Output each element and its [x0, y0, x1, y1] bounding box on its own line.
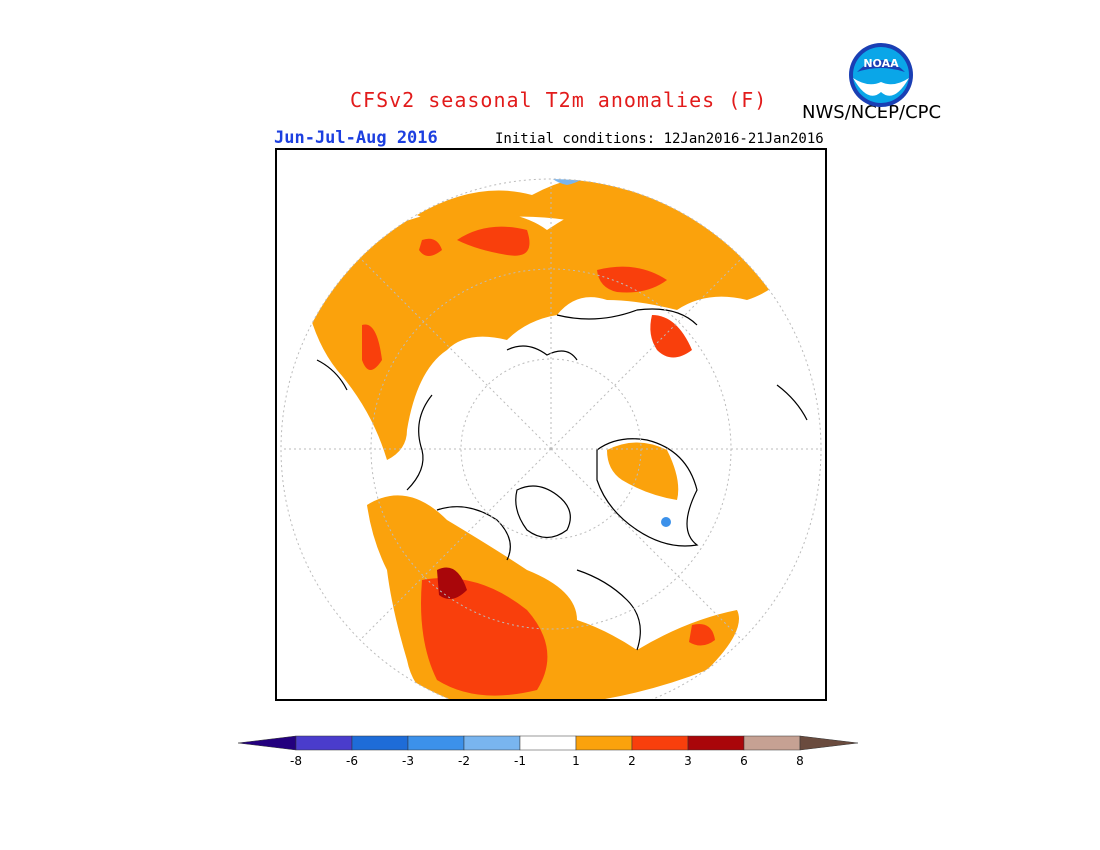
warm-patch-na-2: [437, 567, 467, 599]
legend-tick-label: -1: [514, 754, 526, 768]
legend-swatch: [631, 735, 689, 751]
anomaly-region-greenland: [607, 442, 679, 500]
cool-patch-north: [537, 179, 597, 185]
legend-swatch: [519, 735, 577, 751]
organization-label: NWS/NCEP/CPC: [802, 102, 942, 123]
noaa-logo: NOAA: [849, 43, 913, 107]
legend-tick-label: 1: [572, 754, 580, 768]
warm-patch-1: [457, 226, 530, 256]
anomaly-region-eurasia-2: [417, 179, 647, 230]
legend-tick-label: -6: [346, 754, 358, 768]
polar-map: [280, 178, 822, 699]
warm-patch-na-3: [689, 624, 715, 646]
legend-swatch: [575, 735, 633, 751]
warm-patch-na-1: [421, 578, 548, 696]
initial-conditions: Initial conditions: 12Jan2016-21Jan2016: [495, 131, 824, 147]
coastlines: [316, 308, 808, 651]
legend-swatch: [407, 735, 465, 751]
map-frame: [275, 148, 827, 701]
warm-patch-5: [362, 324, 382, 370]
legend-swatch: [463, 735, 521, 751]
legend-swatch: [743, 735, 801, 751]
forecast-period: Jun-Jul-Aug 2016: [274, 128, 438, 148]
legend-arrow-high: [799, 735, 859, 751]
warm-patch-4: [650, 315, 692, 358]
legend-swatch: [687, 735, 745, 751]
map-title: CFSv2 seasonal T2m anomalies (F): [350, 88, 768, 112]
anomaly-region-eurasia: [307, 180, 787, 460]
warm-patch-2: [419, 238, 442, 256]
legend-swatch: [295, 735, 353, 751]
legend-tick-label: 8: [796, 754, 804, 768]
legend-tick-label: 2: [628, 754, 636, 768]
legend-arrow-low: [238, 735, 297, 751]
color-legend: [238, 735, 859, 751]
legend-swatch: [351, 735, 409, 751]
map-disk-outline: [280, 178, 822, 699]
legend-tick-label: 6: [740, 754, 748, 768]
legend-tick-label: -2: [458, 754, 470, 768]
meridians: [281, 179, 821, 641]
legend-tick-label: -3: [402, 754, 414, 768]
warm-patch-3: [597, 266, 667, 293]
legend-tick-label: -8: [290, 754, 302, 768]
legend-tick-label: 3: [684, 754, 692, 768]
cool-patch-greenland: [661, 517, 671, 527]
logo-text: NOAA: [863, 57, 899, 70]
